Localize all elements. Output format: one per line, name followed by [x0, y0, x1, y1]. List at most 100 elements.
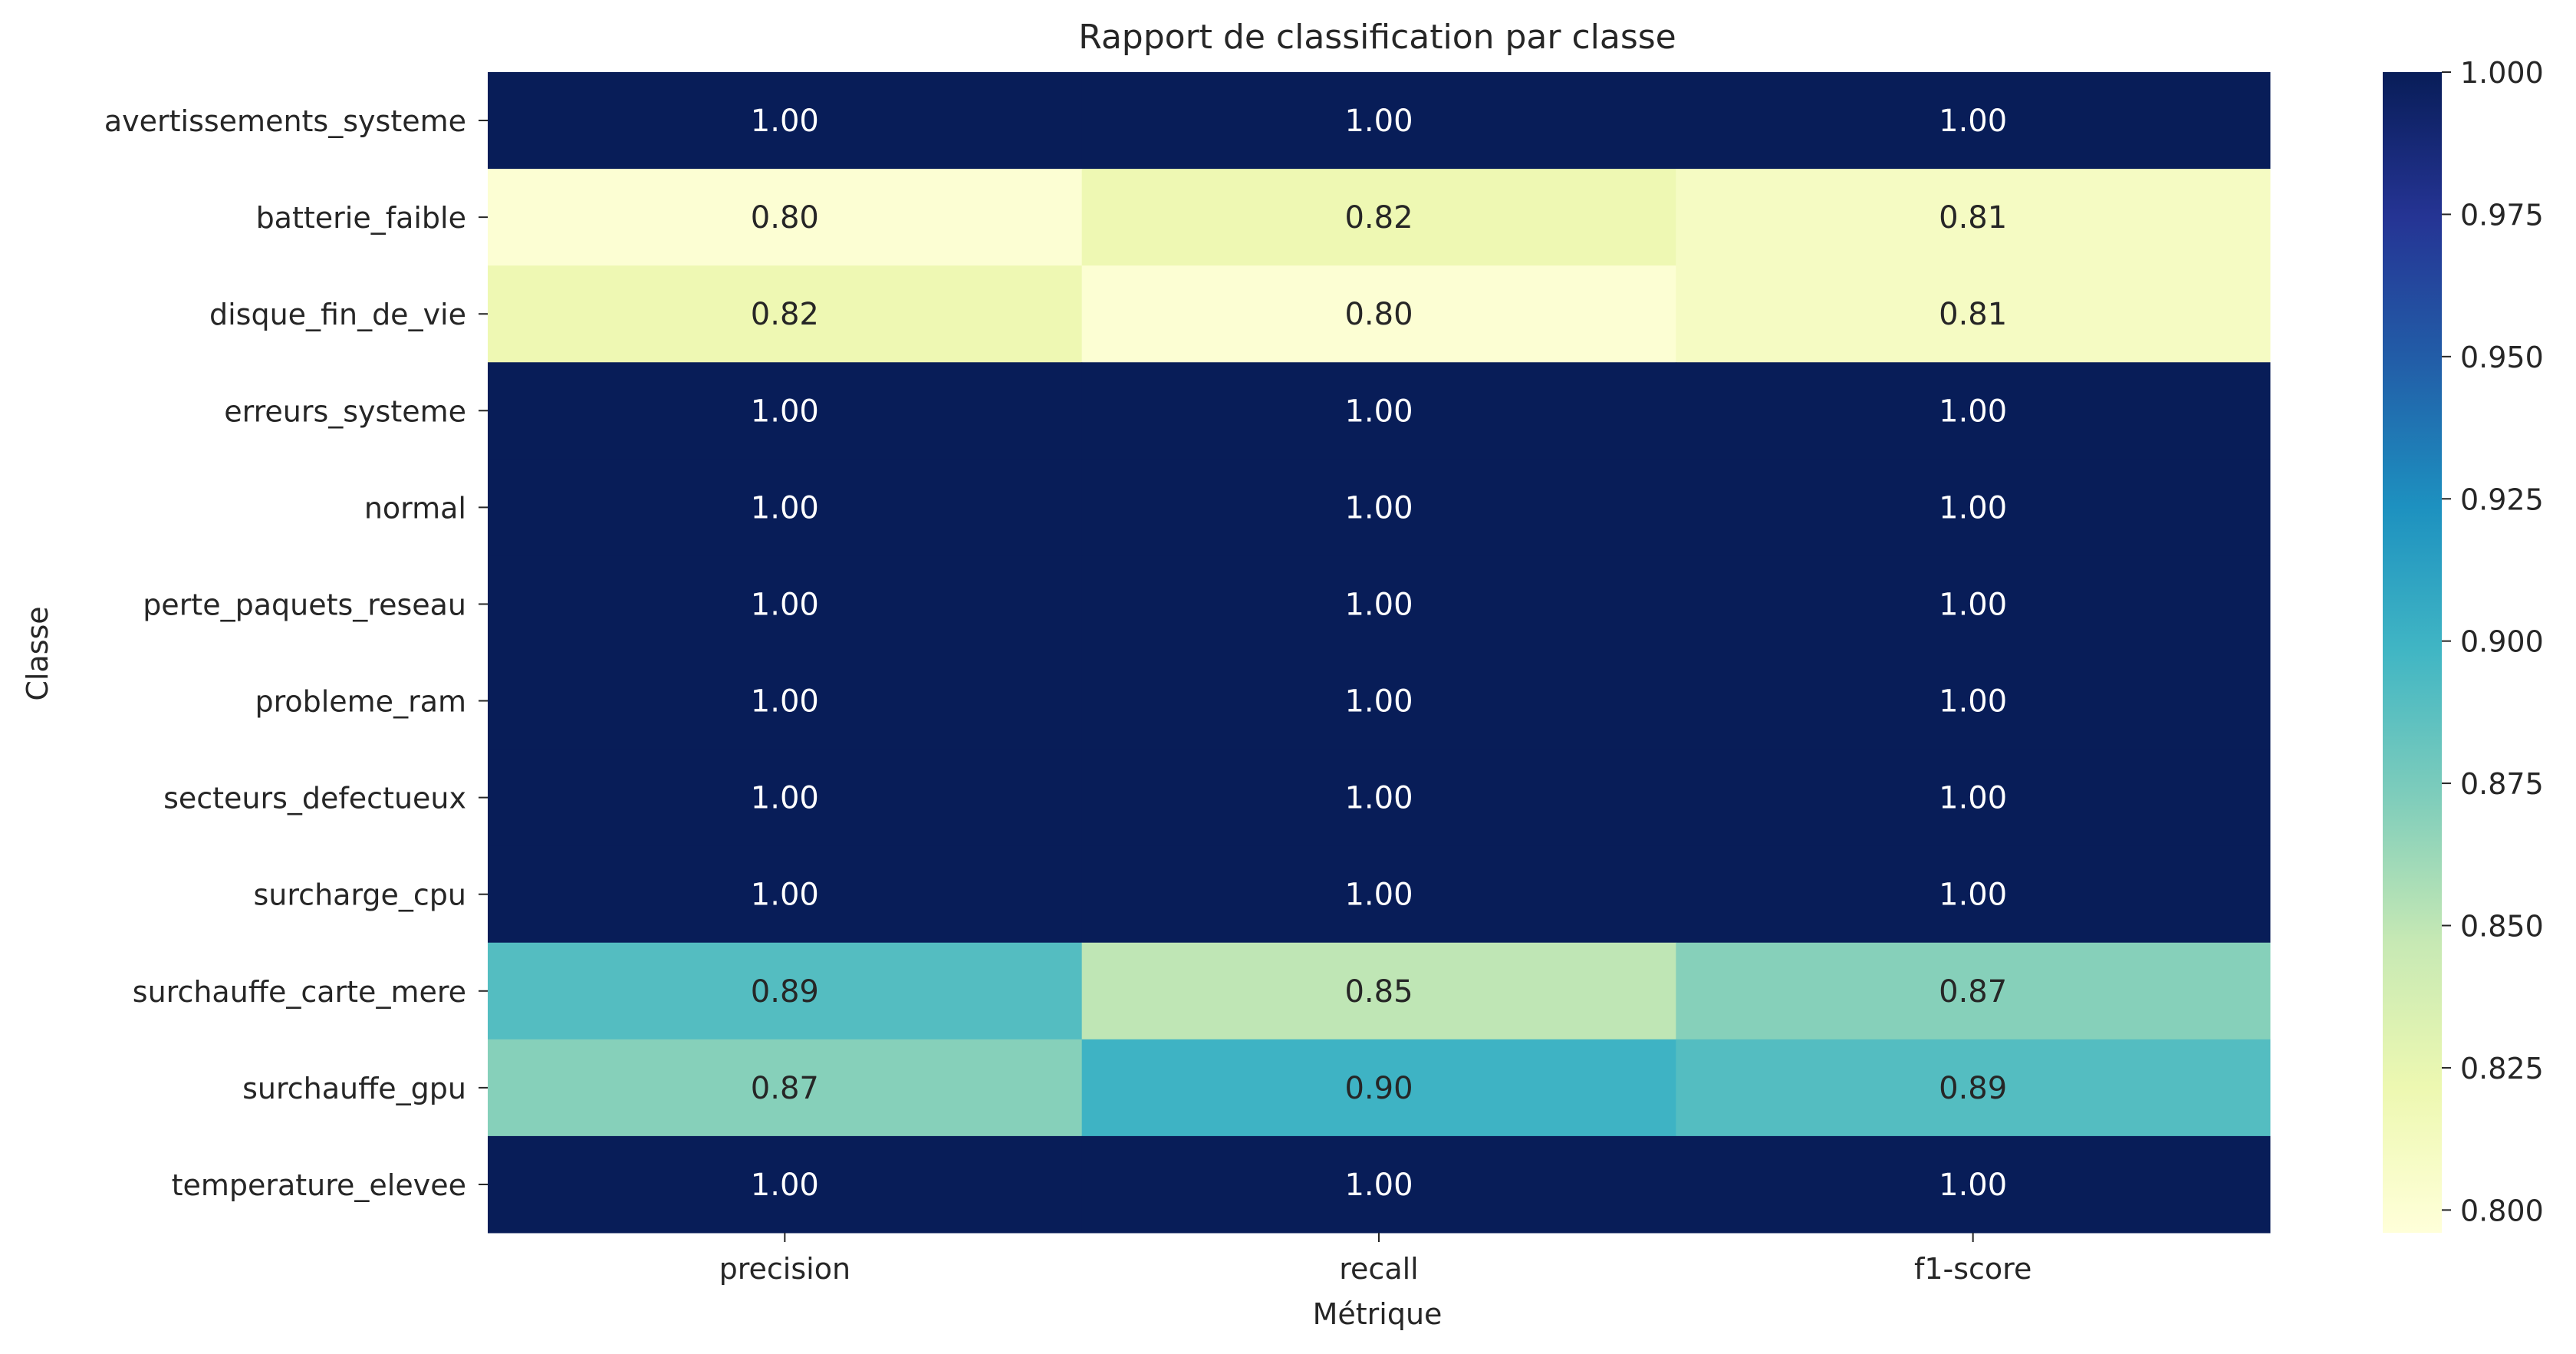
cell-value-label: 0.89: [1939, 1071, 2007, 1106]
cell-value-label: 0.81: [1939, 297, 2007, 332]
y-tick-label: disque_fin_de_vie: [209, 298, 466, 331]
heatmap-cell: [1081, 942, 1676, 1040]
cell-value-label: 1.00: [1344, 878, 1413, 913]
x-axis-ticks: precision recall f1-score: [719, 1233, 2032, 1286]
heatmap-cell: [1676, 749, 2271, 847]
cell-value-label: 1.00: [1939, 781, 2007, 816]
cell-value-label: 1.00: [1344, 104, 1413, 139]
cell-value-label: 1.00: [1939, 394, 2007, 429]
heatmap-cell: [1081, 1135, 1676, 1234]
y-tick-label: surcharge_cpu: [254, 878, 467, 912]
cell-value-label: 1.00: [751, 104, 819, 139]
heatmap-cell: [488, 1039, 1083, 1137]
colorbar-tick-label: 0.850: [2460, 910, 2544, 944]
heatmap-cells: [488, 72, 2271, 1234]
cell-value-label: 1.00: [1939, 684, 2007, 720]
heatmap-cell: [488, 1135, 1083, 1234]
heatmap-cell: [1676, 555, 2271, 653]
heatmap-cell: [1081, 169, 1676, 266]
cell-value-label: 1.00: [1939, 490, 2007, 525]
y-tick-label: normal: [364, 491, 466, 525]
cell-value-label: 1.00: [1344, 490, 1413, 525]
cell-value-label: 1.00: [751, 781, 819, 816]
heatmap-cell: [1081, 845, 1676, 944]
colorbar-tick-label: 0.950: [2460, 341, 2544, 374]
heatmap-cell: [1676, 459, 2271, 556]
cell-value-label: 1.00: [751, 394, 819, 429]
cell-value-label: 1.00: [1344, 684, 1413, 720]
cell-value-label: 0.87: [751, 1071, 819, 1106]
heatmap-cell: [1081, 72, 1676, 170]
heatmap-cell: [1676, 169, 2271, 266]
cell-value-label: 0.82: [1344, 200, 1413, 236]
heatmap-cell: [1081, 555, 1676, 653]
heatmap-cell: [1081, 362, 1676, 460]
cell-value-label: 1.00: [751, 684, 819, 720]
cell-value-label: 0.90: [1344, 1071, 1413, 1106]
x-axis-label: Métrique: [1313, 1297, 1443, 1331]
x-tick-label: recall: [1339, 1252, 1418, 1286]
colorbar-tick-label: 0.975: [2460, 198, 2544, 232]
x-tick-label: f1-score: [1914, 1252, 2032, 1286]
y-tick-label: avertissements_systeme: [104, 104, 466, 138]
cell-value-label: 0.85: [1344, 974, 1413, 1010]
colorbar-tick-label: 0.900: [2460, 625, 2544, 659]
heatmap-cell: [488, 942, 1083, 1040]
y-tick-label: secteurs_defectueux: [163, 782, 466, 815]
heatmap-cell: [1676, 362, 2271, 460]
y-axis-ticks: avertissements_systeme batterie_faibledis…: [104, 104, 488, 1202]
colorbar-tick-label: 1.000: [2460, 56, 2544, 90]
heatmap-cell: [488, 72, 1083, 170]
cell-value-label: 1.00: [1939, 104, 2007, 139]
cell-value-label: 1.00: [1344, 781, 1413, 816]
colorbar-tick-label: 0.875: [2460, 767, 2544, 801]
heatmap-cell: [1081, 459, 1676, 556]
colorbar: [2383, 72, 2442, 1233]
cell-value-label: 0.89: [751, 974, 819, 1010]
heatmap-cell: [488, 749, 1083, 847]
heatmap-cell-labels: 1.00 1.00 1.00 0.80 0.82 0.81 0.82 0.80 0.81 1.00…: [751, 104, 2007, 1203]
y-tick-label: perte_paquets_reseau: [143, 588, 466, 621]
heatmap-cell: [488, 845, 1083, 944]
cell-value-label: 0.87: [1939, 974, 2007, 1010]
x-tick-label: precision: [719, 1252, 850, 1286]
colorbar-tick-label: 0.925: [2460, 483, 2544, 516]
heatmap-cell: [488, 459, 1083, 556]
chart-title: Rapport de classification par classe: [1078, 18, 1676, 57]
cell-value-label: 0.82: [751, 297, 819, 332]
heatmap-cell: [488, 652, 1083, 750]
cell-value-label: 1.00: [1344, 587, 1413, 622]
y-tick-label: surchauffe_gpu: [242, 1072, 466, 1105]
heatmap-cell: [1676, 265, 2271, 363]
colorbar-tick-label: 0.800: [2460, 1194, 2544, 1227]
heatmap-cell: [1081, 749, 1676, 847]
heatmap-cell: [488, 362, 1083, 460]
heatmap-cell: [488, 265, 1083, 363]
heatmap-cell: [1081, 265, 1676, 363]
heatmap-cell: [1081, 1039, 1676, 1137]
heatmap-cell: [1676, 845, 2271, 944]
heatmap-cell: [1676, 652, 2271, 750]
cell-value-label: 1.00: [1344, 394, 1413, 429]
y-axis-label: Classe: [21, 606, 54, 700]
y-tick-label: batterie_faible: [256, 201, 466, 235]
cell-value-label: 1.00: [751, 878, 819, 913]
colorbar-tick-label: 0.825: [2460, 1052, 2544, 1086]
y-tick-label: temperature_elevee: [172, 1168, 466, 1202]
y-tick-label: surchauffe_carte_mere: [133, 975, 466, 1009]
heatmap-cell: [488, 555, 1083, 653]
cell-value-label: 1.00: [751, 490, 819, 525]
heatmap-cell: [488, 169, 1083, 266]
cell-value-label: 1.00: [751, 587, 819, 622]
heatmap-cell: [1676, 72, 2271, 170]
heatmap-cell: [1676, 1135, 2271, 1234]
colorbar-ticks: 0.800 0.825 0.850 0.875 0.900 0.925 0.950 0.975…: [2442, 56, 2544, 1227]
cell-value-label: 0.80: [751, 200, 819, 236]
cell-value-label: 0.81: [1939, 200, 2007, 236]
cell-value-label: 1.00: [1344, 1168, 1413, 1203]
cell-value-label: 1.00: [1939, 878, 2007, 913]
cell-value-label: 0.80: [1344, 297, 1413, 332]
y-tick-label: erreurs_systeme: [224, 394, 466, 428]
heatmap-cell: [1081, 652, 1676, 750]
heatmap-cell: [1676, 1039, 2271, 1137]
